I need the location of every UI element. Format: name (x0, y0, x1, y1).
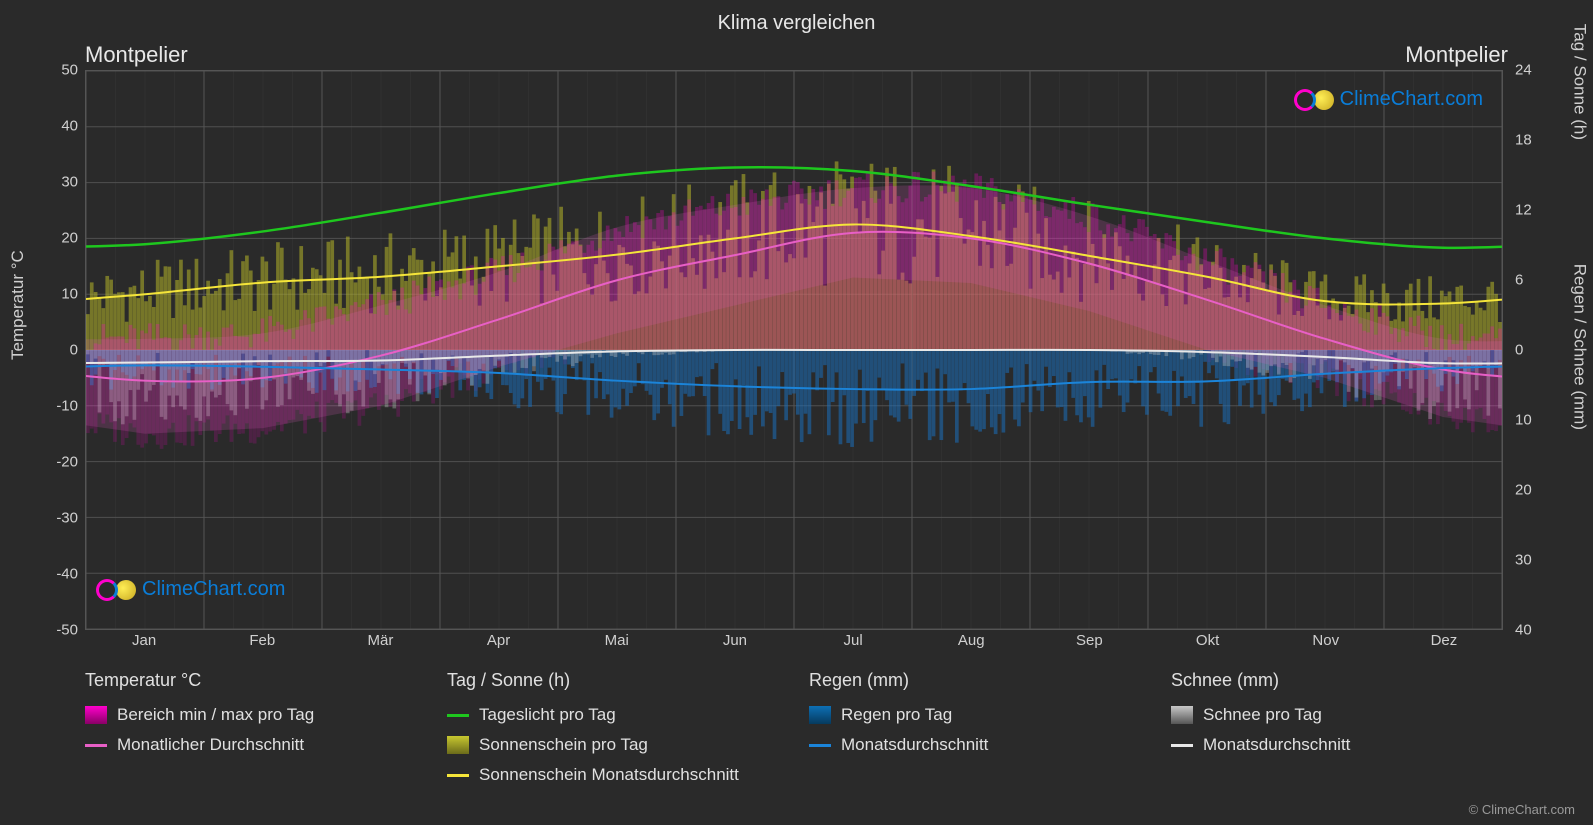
y-tick-left: 20 (61, 230, 78, 247)
watermark-text: ClimeChart.com (1340, 88, 1483, 111)
legend-col-sun: Tag / Sonne (h) Tageslicht pro Tag Sonnen… (447, 670, 779, 795)
y-tick-left: 30 (61, 174, 78, 191)
x-tick-month: Aug (958, 632, 985, 649)
y-tick-left: 10 (61, 286, 78, 303)
x-tick-month: Mär (367, 632, 393, 649)
legend-col-rain: Regen (mm) Regen pro Tag Monatsdurchschni… (809, 670, 1141, 795)
legend-swatch (447, 736, 469, 754)
legend-swatch (809, 706, 831, 724)
legend-label: Monatsdurchschnitt (1203, 735, 1350, 755)
y-tick-right: 18 (1515, 132, 1532, 149)
legend-swatch (1171, 744, 1193, 747)
x-tick-month: Mai (605, 632, 629, 649)
x-tick-month: Okt (1196, 632, 1219, 649)
y-tick-left: -10 (56, 398, 78, 415)
legend-col-temp: Temperatur °C Bereich min / max pro Tag M… (85, 670, 417, 795)
x-tick-month: Dez (1431, 632, 1458, 649)
legend-header: Schnee (mm) (1171, 670, 1503, 691)
y-tick-left: 50 (61, 62, 78, 79)
logo-sun-icon (1314, 90, 1334, 110)
legend-label: Bereich min / max pro Tag (117, 705, 314, 725)
legend-item: Sonnenschein pro Tag (447, 735, 779, 755)
x-axis: Jan Feb Mär Apr Mai Jun Jul Aug Sep Okt Nov Dez (85, 632, 1503, 656)
watermark-top-right: ClimeChart.com (1294, 88, 1483, 111)
logo-sun-icon (116, 580, 136, 600)
y-axis-right-top-label: Tag / Sonne (h) (1569, 24, 1589, 140)
plot-area (85, 70, 1503, 630)
watermark-bottom-left: ClimeChart.com (96, 578, 285, 601)
y-tick-right: 24 (1515, 62, 1532, 79)
legend-header: Regen (mm) (809, 670, 1141, 691)
legend: Temperatur °C Bereich min / max pro Tag M… (85, 670, 1503, 795)
logo-ring-icon (1294, 89, 1316, 111)
y-tick-right: 0 (1515, 342, 1523, 359)
y-tick-right: 40 (1515, 622, 1532, 639)
legend-swatch (447, 774, 469, 777)
y-tick-right: 10 (1515, 412, 1532, 429)
legend-item: Schnee pro Tag (1171, 705, 1503, 725)
x-tick-month: Jan (132, 632, 156, 649)
legend-label: Regen pro Tag (841, 705, 952, 725)
y-axis-left: 50403020100-10-20-30-40-50 (50, 70, 82, 630)
legend-label: Monatlicher Durchschnitt (117, 735, 304, 755)
x-tick-month: Jun (723, 632, 747, 649)
x-tick-month: Nov (1312, 632, 1339, 649)
y-tick-right: 12 (1515, 202, 1532, 219)
watermark-text: ClimeChart.com (142, 578, 285, 601)
city-label-left: Montpelier (85, 42, 188, 68)
legend-item: Sonnenschein Monatsdurchschnitt (447, 765, 779, 785)
legend-swatch (85, 706, 107, 724)
y-axis-right: 2418126010203040 (1511, 70, 1543, 630)
x-tick-month: Sep (1076, 632, 1103, 649)
legend-label: Tageslicht pro Tag (479, 705, 616, 725)
y-tick-left: -40 (56, 566, 78, 583)
y-tick-left: 40 (61, 118, 78, 135)
plot-svg (86, 71, 1502, 629)
legend-item: Regen pro Tag (809, 705, 1141, 725)
logo-ring-icon (96, 579, 118, 601)
y-tick-right: 20 (1515, 482, 1532, 499)
legend-header: Tag / Sonne (h) (447, 670, 779, 691)
y-tick-left: -20 (56, 454, 78, 471)
legend-label: Sonnenschein Monatsdurchschnitt (479, 765, 739, 785)
y-tick-left: -50 (56, 622, 78, 639)
legend-header: Temperatur °C (85, 670, 417, 691)
legend-label: Sonnenschein pro Tag (479, 735, 648, 755)
legend-swatch (85, 744, 107, 747)
legend-label: Monatsdurchschnitt (841, 735, 988, 755)
legend-item: Monatlicher Durchschnitt (85, 735, 417, 755)
y-tick-left: -30 (56, 510, 78, 527)
legend-swatch (447, 714, 469, 717)
y-axis-left-label: Temperatur °C (8, 250, 28, 360)
y-axis-right-bottom-label: Regen / Schnee (mm) (1569, 264, 1589, 430)
legend-col-snow: Schnee (mm) Schnee pro Tag Monatsdurchsch… (1171, 670, 1503, 795)
y-tick-right: 30 (1515, 552, 1532, 569)
x-tick-month: Feb (249, 632, 275, 649)
legend-label: Schnee pro Tag (1203, 705, 1322, 725)
legend-swatch (809, 744, 831, 747)
legend-item: Bereich min / max pro Tag (85, 705, 417, 725)
chart-title: Klima vergleichen (0, 0, 1593, 35)
legend-swatch (1171, 706, 1193, 724)
x-tick-month: Apr (487, 632, 510, 649)
y-tick-left: 0 (70, 342, 78, 359)
copyright: © ClimeChart.com (1469, 802, 1575, 817)
legend-item: Tageslicht pro Tag (447, 705, 779, 725)
y-tick-right: 6 (1515, 272, 1523, 289)
x-tick-month: Jul (843, 632, 862, 649)
city-label-right: Montpelier (1405, 42, 1508, 68)
legend-item: Monatsdurchschnitt (1171, 735, 1503, 755)
legend-item: Monatsdurchschnitt (809, 735, 1141, 755)
